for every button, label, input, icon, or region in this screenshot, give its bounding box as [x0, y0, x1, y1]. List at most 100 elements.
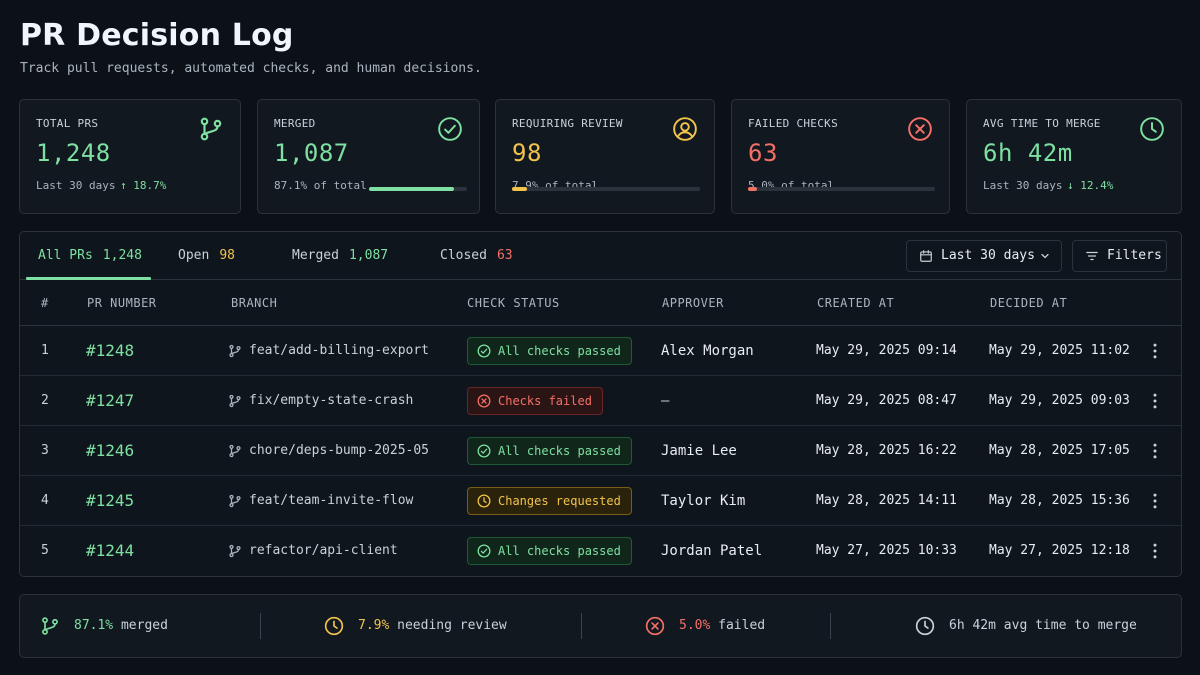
chevron-down-icon	[1041, 253, 1049, 259]
col-index: #	[41, 296, 49, 310]
more-options-icon[interactable]	[1145, 541, 1165, 561]
col-check-status[interactable]: CHECK STATUS	[467, 296, 560, 310]
decided-at: May 29, 2025 09:03	[989, 393, 1130, 408]
col-branch[interactable]: BRANCH	[231, 296, 278, 310]
divider	[830, 613, 831, 639]
col-created-at[interactable]: CREATED AT	[817, 296, 895, 310]
divider	[581, 613, 582, 639]
table-row[interactable]: 4 #1245 feat/team-invite-flow Changes re…	[20, 476, 1181, 526]
status-badge: Changes requested	[467, 487, 632, 515]
check-circle-icon	[477, 544, 491, 558]
x-circle-icon	[907, 116, 933, 142]
decided-at: May 29, 2025 11:02	[989, 343, 1130, 358]
clock-icon	[477, 494, 491, 508]
filter-icon	[1086, 251, 1098, 261]
table-row[interactable]: 2 #1247 fix/empty-state-crash Checks fai…	[20, 376, 1181, 426]
branch-cell: feat/team-invite-flow	[228, 476, 413, 526]
summary-avg-time: 6h 42m avg time to merge	[915, 595, 1137, 659]
git-branch-icon	[229, 394, 241, 408]
table-header: # PR NUMBER BRANCH CHECK STATUS APPROVER…	[20, 281, 1181, 326]
summary-review: 7.9% needing review	[324, 595, 507, 659]
page-subtitle: Track pull requests, automated checks, a…	[20, 61, 482, 76]
branch-cell: chore/deps-bump-2025-05	[228, 426, 429, 476]
summary-failed: 5.0% failed	[645, 595, 765, 659]
card-requiring-review: REQUIRING REVIEW 98 7.9% of total	[495, 99, 715, 214]
branch-cell: feat/add-billing-export	[228, 326, 429, 376]
status-badge: Checks failed	[467, 387, 603, 415]
created-at: May 27, 2025 10:33	[816, 543, 957, 558]
decided-at: May 28, 2025 15:36	[989, 493, 1130, 508]
table-row[interactable]: 1 #1248 feat/add-billing-export All chec…	[20, 326, 1181, 376]
git-branch-icon	[229, 444, 241, 458]
clock-icon	[1139, 116, 1165, 142]
user-circle-icon	[672, 116, 698, 142]
tab-closed[interactable]: Closed 63	[440, 248, 513, 263]
branch-cell: refactor/api-client	[228, 526, 398, 576]
pr-number-link[interactable]: #1247	[86, 391, 135, 410]
calendar-icon	[920, 250, 932, 262]
pr-number-link[interactable]: #1245	[86, 491, 135, 510]
git-branch-icon	[229, 544, 241, 558]
card-sub: Last 30 days	[983, 179, 1063, 192]
page-title: PR Decision Log	[20, 18, 294, 53]
divider	[260, 613, 261, 639]
trend-down: ↓ 12.4%	[1067, 179, 1114, 192]
card-value: 63	[748, 139, 778, 167]
card-avg-time: AVG TIME TO MERGE 6h 42m Last 30 days ↓ …	[966, 99, 1182, 214]
approver: Jamie Lee	[661, 443, 737, 459]
row-index: 5	[41, 543, 49, 558]
decided-at: May 27, 2025 12:18	[989, 543, 1130, 558]
git-branch-icon	[229, 344, 241, 358]
row-index: 2	[41, 393, 49, 408]
more-options-icon[interactable]	[1145, 391, 1165, 411]
card-value: 98	[512, 139, 542, 167]
card-label: REQUIRING REVIEW	[512, 117, 623, 130]
more-options-icon[interactable]	[1145, 491, 1165, 511]
decided-at: May 28, 2025 17:05	[989, 443, 1130, 458]
created-at: May 28, 2025 16:22	[816, 443, 957, 458]
merged-progress-bar	[369, 187, 467, 191]
pr-table-panel: All PRs 1,248 Open 98 Merged 1,087 Closed 63…	[19, 231, 1182, 577]
more-options-icon[interactable]	[1145, 441, 1165, 461]
approver: Taylor Kim	[661, 493, 746, 509]
card-failed-checks: FAILED CHECKS 63 5.0% of total	[731, 99, 950, 214]
col-pr-number[interactable]: PR NUMBER	[87, 296, 157, 310]
tab-merged[interactable]: Merged 1,087	[292, 248, 389, 263]
pr-number-link[interactable]: #1246	[86, 441, 135, 460]
status-badge: All checks passed	[467, 537, 632, 565]
active-tab-indicator	[26, 277, 151, 280]
card-label: AVG TIME TO MERGE	[983, 117, 1101, 130]
check-circle-icon	[437, 116, 463, 142]
card-sub: 87.1% of total	[274, 179, 367, 192]
x-circle-icon	[645, 616, 665, 636]
filters-button[interactable]: Filters	[1072, 240, 1167, 272]
card-sub: Last 30 days	[36, 179, 116, 192]
date-range-dropdown[interactable]: Last 30 days	[906, 240, 1062, 272]
row-index: 1	[41, 343, 49, 358]
clock-icon	[324, 616, 344, 636]
table-row[interactable]: 5 #1244 refactor/api-client All checks p…	[20, 526, 1181, 576]
card-value: 1,087	[274, 139, 349, 167]
more-options-icon[interactable]	[1145, 341, 1165, 361]
git-branch-icon	[42, 617, 58, 635]
created-at: May 29, 2025 09:14	[816, 343, 957, 358]
col-approver[interactable]: APPROVER	[662, 296, 724, 310]
card-value: 1,248	[36, 139, 111, 167]
branch-cell: fix/empty-state-crash	[228, 376, 413, 426]
tab-all-prs[interactable]: All PRs 1,248	[38, 248, 142, 263]
clock-icon	[915, 616, 935, 636]
card-label: TOTAL PRS	[36, 117, 99, 130]
git-branch-icon	[229, 494, 241, 508]
pr-number-link[interactable]: #1244	[86, 541, 135, 560]
col-decided-at[interactable]: DECIDED AT	[990, 296, 1068, 310]
created-at: May 28, 2025 14:11	[816, 493, 957, 508]
table-row[interactable]: 3 #1246 chore/deps-bump-2025-05 All chec…	[20, 426, 1181, 476]
card-label: MERGED	[274, 117, 316, 130]
pr-number-link[interactable]: #1248	[86, 341, 135, 360]
tab-bar: All PRs 1,248 Open 98 Merged 1,087 Closed 63…	[20, 232, 1181, 280]
summary-merged: 87.1% merged	[40, 595, 168, 659]
approver: Alex Morgan	[661, 343, 754, 359]
tab-open[interactable]: Open 98	[178, 248, 235, 263]
row-index: 4	[41, 493, 49, 508]
card-total-prs: TOTAL PRS 1,248 Last 30 days ↑ 18.7%	[19, 99, 241, 214]
